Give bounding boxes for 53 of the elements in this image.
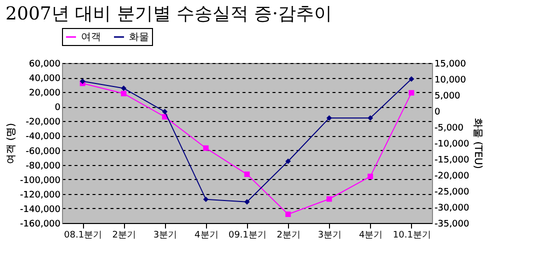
point	[244, 199, 250, 205]
y-axis-title: 여객 (명)	[6, 122, 18, 164]
point	[408, 90, 414, 96]
x-tick-label: 4분기	[358, 230, 383, 240]
x-tick-label: 10.1분기	[392, 230, 431, 240]
x-tick-label: 08.1분기	[64, 230, 102, 240]
y2-tick-label: 10,000	[434, 76, 466, 86]
legend-label: 여객	[81, 32, 101, 43]
y2-tick-label: -25,000	[434, 188, 470, 198]
point	[326, 115, 332, 121]
y2-axis-title: 화물 (TEU)	[472, 118, 484, 169]
y2-tick-label: -30,000	[434, 204, 470, 214]
y-tick-label: 60,000	[29, 60, 61, 70]
y2-tick-label: -15,000	[434, 156, 470, 166]
x-tick-label: 2분기	[276, 230, 300, 240]
y2-tick-label: -35,000	[434, 220, 470, 230]
y2-tick-label: 5,000	[434, 92, 461, 102]
y2-tick-label: 0	[434, 108, 440, 118]
x-tick-label: 4분기	[194, 230, 218, 240]
y-tick-label: -140,000	[20, 204, 61, 215]
y-tick-label: -120,000	[20, 190, 61, 200]
y-tick-label: 40,000	[29, 74, 61, 84]
x-tick-label: 09.1분기	[228, 230, 267, 240]
y2-tick-label: 15,000	[434, 60, 466, 70]
point	[120, 90, 126, 96]
point	[408, 76, 414, 82]
y-tick-label: -160,000	[20, 220, 61, 230]
point	[244, 172, 250, 178]
x-tick-label: 3분기	[153, 230, 178, 240]
y-tick-label: 20,000	[29, 88, 61, 99]
y-tick-label: -20,000	[26, 118, 61, 128]
point	[80, 78, 86, 84]
point	[285, 212, 291, 218]
y-tick-label: -60,000	[26, 146, 61, 157]
x-tick-label: 3분기	[318, 230, 342, 240]
point	[120, 86, 126, 92]
point	[285, 158, 291, 164]
legend-label: 화물	[129, 32, 149, 43]
y-tick-label: 0	[54, 103, 61, 114]
x-tick-label: 2분기	[112, 230, 136, 240]
point	[326, 196, 332, 202]
point	[203, 145, 209, 151]
y-tick-label: -80,000	[26, 161, 61, 172]
y2-tick-label: -10,000	[434, 140, 470, 150]
point	[203, 196, 209, 202]
y2-tick-label: -20,000	[434, 172, 470, 182]
y-tick-label: -40,000	[26, 132, 61, 142]
chart-title: 2007년 대비 분기별 수송실적 증·감추이	[6, 4, 332, 24]
y2-tick-label: -5,000	[434, 124, 464, 134]
point	[162, 108, 168, 114]
point	[368, 115, 374, 121]
y-tick-label: -100,000	[20, 176, 61, 186]
point	[368, 174, 374, 180]
